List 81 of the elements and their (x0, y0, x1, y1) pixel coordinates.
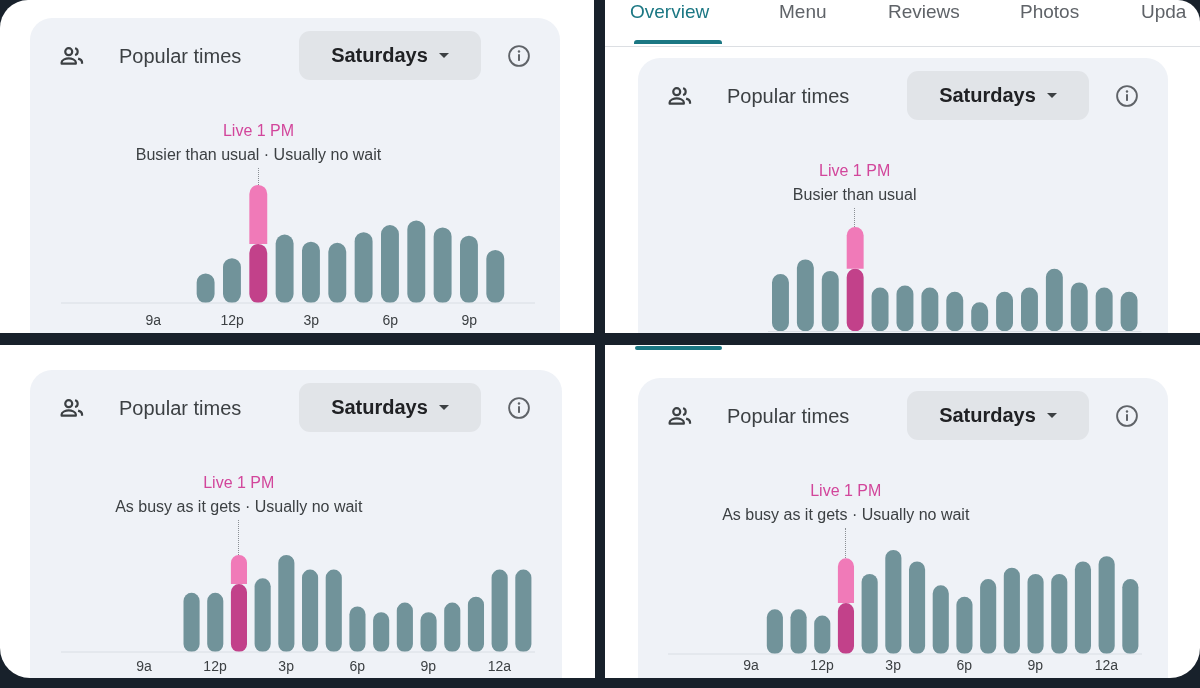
x-tick-label: 3p (303, 311, 320, 328)
bar (381, 225, 399, 303)
bar (275, 234, 294, 303)
chart-title: Popular times (727, 404, 850, 428)
day-dropdown: Saturdays (907, 391, 1089, 440)
bar (1051, 573, 1068, 654)
text: Busier than usual (791, 185, 918, 205)
bar (956, 596, 973, 654)
x-tick-label: 12a (1094, 656, 1119, 673)
text: Reviews (888, 1, 960, 23)
x-tick-label: 9p (1027, 656, 1044, 673)
chart-title: Popular times (727, 84, 850, 108)
x-tick-label: 3p (885, 656, 902, 673)
x-tick-label: 12p (203, 657, 227, 674)
bar (796, 258, 814, 331)
bar (846, 226, 864, 269)
bar (771, 273, 789, 331)
bar (491, 569, 508, 652)
chart-subtitle: Saturdays (331, 44, 428, 67)
chart-subtitle: Saturdays (939, 84, 1036, 107)
bar (278, 555, 295, 652)
text: Busier than usual · Usually no wait (134, 145, 383, 165)
bar (325, 569, 342, 652)
text: Live 1 PM (221, 121, 296, 141)
bar (1027, 573, 1044, 654)
day-dropdown: Saturdays (299, 31, 481, 80)
text: Overview (630, 1, 710, 23)
x-tick-label: 9a (145, 311, 162, 328)
x-tick-label: 6p (349, 657, 366, 674)
text: As busy as it gets · Usually no wait (114, 497, 364, 517)
text: Live 1 PM (202, 473, 276, 493)
bar (407, 220, 426, 303)
x-tick-label: 12p (220, 311, 245, 328)
x-tick-label: 9a (743, 656, 759, 673)
text: Live 1 PM (809, 481, 883, 501)
bar (230, 584, 248, 652)
bar (254, 578, 271, 652)
bar (302, 241, 320, 303)
chart-subtitle: Saturdays (331, 396, 428, 419)
day-dropdown: Saturdays (907, 71, 1089, 120)
x-tick-label: 9a (136, 657, 152, 674)
bar (249, 185, 268, 244)
bar (433, 227, 452, 303)
bar (460, 235, 478, 303)
bar (230, 555, 248, 585)
chart-subtitle: Saturdays (939, 404, 1036, 427)
text: Live 1 PM (818, 161, 892, 181)
bar (1074, 561, 1092, 654)
text: Upda (1141, 1, 1187, 23)
bar (1045, 268, 1063, 331)
bar (1098, 556, 1115, 654)
bar (980, 579, 997, 654)
bar (515, 569, 532, 652)
text: Photos (1020, 1, 1080, 23)
text: Menu (779, 1, 827, 23)
x-tick-label: 6p (382, 311, 399, 328)
bar (846, 268, 864, 331)
text: As busy as it gets · Usually no wait (721, 505, 971, 525)
bar (885, 550, 902, 654)
bar (207, 592, 224, 652)
bar (909, 561, 926, 654)
bar (932, 585, 949, 654)
bar (861, 573, 878, 654)
bar (467, 596, 485, 652)
bar (302, 569, 319, 652)
bar (837, 558, 855, 604)
x-tick-label: 6p (956, 656, 973, 673)
day-dropdown: Saturdays (299, 383, 481, 432)
chart-title: Popular times (119, 396, 242, 420)
bar (354, 232, 373, 303)
chart-title: Popular times (119, 44, 242, 68)
x-tick-label: 9p (461, 311, 478, 328)
bar (183, 592, 200, 652)
bar (328, 242, 347, 303)
x-tick-label: 9p (420, 657, 437, 674)
bar (1122, 579, 1139, 654)
bar (821, 270, 839, 331)
bar (1003, 567, 1020, 654)
x-tick-label: 12p (810, 656, 834, 673)
x-tick-label: 3p (278, 657, 295, 674)
x-tick-label: 12a (487, 657, 512, 674)
